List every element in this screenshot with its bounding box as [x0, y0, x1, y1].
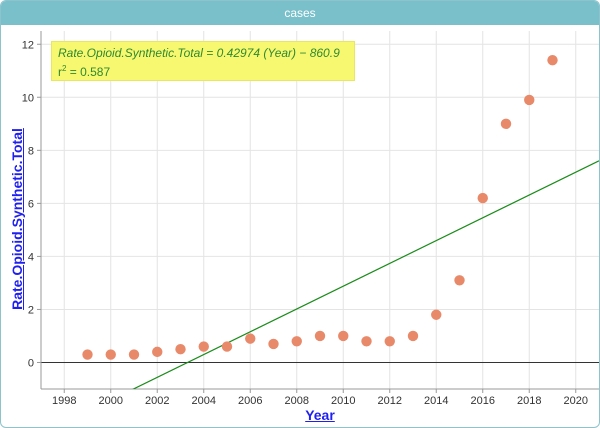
- regression-equation-box[interactable]: Rate.Opioid.Synthetic.Total = 0.42974 (Y…: [51, 41, 355, 81]
- y-tick-label: 4: [28, 251, 34, 263]
- r-squared-exponent: 2: [62, 64, 67, 73]
- r-squared: r2 = 0.587: [58, 61, 348, 80]
- data-point: [221, 341, 233, 352]
- data-point: [431, 309, 442, 320]
- data-point: [268, 338, 279, 350]
- y-tick-label: 6: [28, 198, 34, 210]
- data-point: [314, 330, 326, 342]
- data-point: [128, 349, 140, 360]
- data-point: [105, 349, 116, 360]
- data-point: [82, 349, 93, 360]
- data-point: [198, 341, 209, 352]
- x-tick-label: 2002: [145, 395, 169, 407]
- x-tick-label: 2020: [564, 395, 588, 407]
- y-tick-label: 0: [28, 357, 34, 369]
- data-point: [338, 330, 349, 342]
- data-point: [175, 344, 186, 355]
- r-squared-value: = 0.587: [66, 65, 111, 79]
- data-point: [361, 336, 372, 347]
- x-tick-label: 2018: [517, 395, 541, 407]
- x-tick-label: 2004: [192, 395, 216, 407]
- scatter-plot[interactable]: 1998 2000 2002 2004 2006 2008 2010 2012 2014 2016…: [1, 25, 599, 427]
- data-point: [152, 346, 163, 358]
- data-point: [524, 94, 535, 106]
- data-point: [407, 330, 419, 342]
- regression-equation: Rate.Opioid.Synthetic.Total = 0.42974 (Y…: [58, 46, 340, 60]
- x-tick-label: 2010: [331, 395, 355, 407]
- y-tick-label: 10: [22, 92, 34, 104]
- regression-line: [132, 160, 599, 389]
- window-title[interactable]: cases: [1, 1, 599, 25]
- x-tick-label: 2000: [99, 395, 123, 407]
- data-point: [245, 333, 256, 344]
- data-point: [547, 54, 558, 66]
- data-point: [291, 336, 302, 347]
- x-tick-label: 2008: [285, 395, 309, 407]
- y-tick-label: 2: [28, 304, 34, 316]
- y-axis-label[interactable]: Rate.Opioid.Synthetic.Total: [9, 128, 25, 310]
- r-squared-symbol: r: [58, 65, 62, 79]
- x-axis-label[interactable]: Year: [305, 407, 335, 423]
- x-tick-label: 2014: [424, 395, 448, 407]
- data-point: [384, 336, 395, 347]
- y-tick-label: 12: [22, 39, 34, 51]
- x-tick-label: 2016: [471, 395, 495, 407]
- data-point: [454, 275, 465, 286]
- x-tick-label: 2012: [378, 395, 402, 407]
- x-tick-label: 2006: [238, 395, 262, 407]
- data-point: [500, 118, 512, 130]
- data-point: [477, 192, 488, 204]
- y-tick-label: 8: [28, 145, 34, 157]
- x-tick-label: 1998: [52, 395, 76, 407]
